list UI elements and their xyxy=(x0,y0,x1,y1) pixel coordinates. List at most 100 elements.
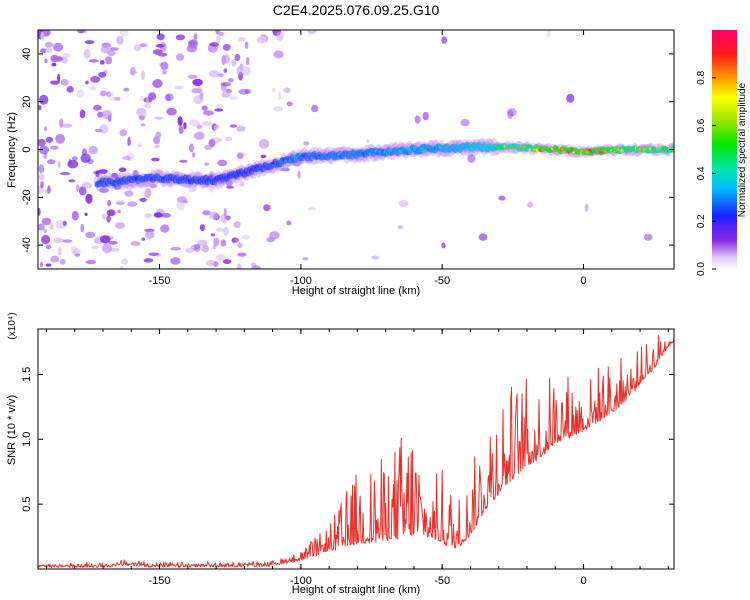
noise-blob xyxy=(106,209,116,217)
noise-blob xyxy=(108,240,118,245)
y-tick-label: 0 xyxy=(21,146,33,152)
snr-x-axis-label: Height of straight line (km) xyxy=(292,584,420,596)
snr-y-ticks: 0.5 1.0 1.5 xyxy=(21,329,674,569)
noise-blob xyxy=(140,70,145,81)
noise-blob xyxy=(43,228,47,234)
noise-blob xyxy=(59,172,71,176)
noise-blob xyxy=(236,66,243,76)
noise-blob xyxy=(130,241,141,246)
noise-blob xyxy=(101,44,113,54)
noise-blob xyxy=(234,53,241,62)
x-tick-label: -100 xyxy=(290,275,312,287)
noise-blob xyxy=(210,233,216,237)
noise-blob xyxy=(154,144,160,149)
noise-blob xyxy=(46,244,52,250)
noise-blob xyxy=(72,248,81,256)
snr-y-multiplier: (x10⁴) xyxy=(7,312,18,339)
noise-blob xyxy=(189,119,200,127)
noise-blob xyxy=(238,88,249,95)
colorbar-ticks: 0.0 0.2 0.4 0.6 0.8 xyxy=(696,70,716,276)
noise-blob xyxy=(119,129,127,137)
noise-blob xyxy=(121,258,129,265)
noise-blob xyxy=(49,223,54,230)
noise-blob xyxy=(75,184,80,192)
noise-blob xyxy=(99,123,109,134)
noise-blob xyxy=(225,136,233,142)
noise-blob xyxy=(223,68,228,73)
noise-blob xyxy=(140,123,146,127)
noise-blob xyxy=(88,59,99,63)
noise-blob xyxy=(139,43,148,48)
noise-blob xyxy=(191,88,202,94)
noise-blob xyxy=(204,162,210,166)
noise-blob xyxy=(116,35,124,45)
noise-blob xyxy=(213,261,219,267)
noise-blob xyxy=(62,220,67,227)
noise-blob xyxy=(38,223,45,231)
noise-blob xyxy=(145,97,150,105)
noise-blob xyxy=(209,42,219,47)
noise-blob xyxy=(183,122,187,130)
noise-blob xyxy=(246,56,250,66)
spectrogram-y-axis-label: Frequency (Hz) xyxy=(6,112,18,188)
noise-blob xyxy=(216,103,223,109)
noise-blob xyxy=(85,80,89,85)
noise-blob xyxy=(239,181,245,187)
noise-blob xyxy=(122,155,132,161)
noise-blob xyxy=(57,73,61,83)
noise-blob xyxy=(226,185,234,189)
noise-blob xyxy=(209,70,220,78)
noise-blob xyxy=(204,145,213,150)
snr-panel: -150 -100 -50 0 0.5 1.0 1.5 Height of straigh… xyxy=(6,312,675,596)
noise-blob xyxy=(118,167,127,172)
y-tick-label: 1.5 xyxy=(21,367,33,382)
noise-blob xyxy=(286,220,292,226)
noise-blob xyxy=(107,91,115,101)
noise-blob xyxy=(237,242,243,249)
noise-blob xyxy=(38,145,50,155)
noise-blob xyxy=(53,237,65,244)
noise-blob xyxy=(263,204,271,212)
noise-blob xyxy=(38,139,46,143)
noise-blob xyxy=(218,31,225,36)
noise-blob xyxy=(79,109,86,119)
noise-blob xyxy=(441,242,446,249)
noise-blob xyxy=(125,182,134,191)
noise-blob xyxy=(192,78,203,86)
noise-blob xyxy=(258,139,270,149)
noise-blob xyxy=(237,37,246,42)
noise-blob xyxy=(139,95,145,102)
noise-blob xyxy=(80,153,91,163)
noise-blob xyxy=(81,181,93,189)
noise-blob xyxy=(222,259,232,265)
x-tick-label: 0 xyxy=(580,575,586,587)
noise-blob xyxy=(106,215,111,223)
noise-blob xyxy=(422,111,429,121)
noise-blob xyxy=(101,213,106,220)
noise-blob xyxy=(149,184,158,189)
noise-blob xyxy=(101,243,112,254)
noise-blob xyxy=(44,58,48,64)
noise-blob xyxy=(77,30,85,34)
noise-blob xyxy=(273,106,284,112)
noise-blob xyxy=(90,245,99,250)
noise-blob xyxy=(129,66,136,76)
noise-blob xyxy=(231,237,240,243)
noise-blob xyxy=(283,87,291,93)
noise-blob xyxy=(202,210,211,216)
noise-blob xyxy=(209,211,219,221)
noise-blob xyxy=(178,125,184,134)
noise-blob xyxy=(222,43,231,51)
noise-blob xyxy=(170,257,181,265)
noise-blob xyxy=(50,255,60,263)
colorbar-label: Normalized spectral amplitude xyxy=(737,82,748,217)
noise-blob xyxy=(566,93,575,103)
noise-blob xyxy=(220,82,227,92)
noise-blob xyxy=(151,157,160,162)
noise-blob xyxy=(74,253,81,257)
noise-blob xyxy=(193,95,204,105)
noise-blob xyxy=(244,41,249,50)
noise-blob xyxy=(398,200,409,208)
noise-blob xyxy=(57,161,61,168)
